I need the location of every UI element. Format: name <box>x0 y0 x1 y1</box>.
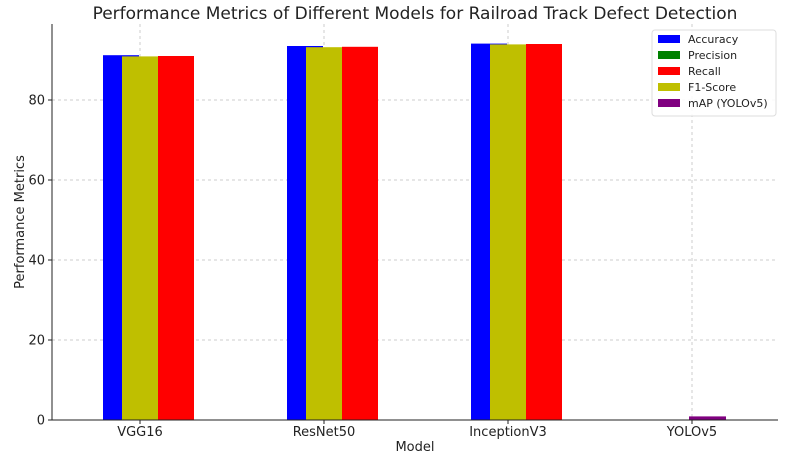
legend-label: Accuracy <box>688 33 739 46</box>
legend-label: Recall <box>688 65 721 78</box>
bar-f1-score-inceptionv3 <box>490 44 526 421</box>
y-ticks: 0 20 40 60 80 <box>28 94 52 429</box>
legend-label: F1-Score <box>688 81 736 94</box>
y-tick-label: 0 <box>37 414 45 429</box>
bars <box>103 43 726 421</box>
y-tick-label: 60 <box>28 174 45 189</box>
legend-swatch <box>658 83 680 91</box>
bar-map-yolov5-yolov5 <box>689 416 726 420</box>
y-tick-label: 40 <box>28 254 45 269</box>
x-tick-label: VGG16 <box>117 425 163 440</box>
legend-swatch <box>658 67 680 75</box>
bar-recall-vgg16 <box>158 56 194 420</box>
bar-f1-score-vgg16 <box>122 56 158 421</box>
y-tick-label: 20 <box>28 334 45 349</box>
legend: Accuracy Precision Recall F1-Score mAP (YOLO… <box>651 29 777 117</box>
legend-box <box>651 29 777 117</box>
axes <box>51 24 778 421</box>
legend-label: Precision <box>688 49 737 62</box>
x-ticks: VGG16 ResNet50 InceptionV3 YOLOv5 <box>117 420 717 440</box>
y-axis-title: Performance Metrics <box>13 155 28 289</box>
y-tick-label: 80 <box>28 94 45 109</box>
bar-recall-inceptionv3 <box>526 44 562 420</box>
x-tick-label: InceptionV3 <box>469 425 547 440</box>
bar-f1-score-resnet50 <box>306 47 342 420</box>
legend-swatch <box>658 99 680 107</box>
x-tick-label: ResNet50 <box>293 425 356 440</box>
x-axis-title: Model <box>395 440 434 455</box>
legend-label: mAP (YOLOv5) <box>688 97 768 110</box>
legend-swatch <box>658 35 680 43</box>
bar-recall-resnet50 <box>342 46 378 421</box>
chart-title: Performance Metrics of Different Models … <box>93 4 738 24</box>
legend-swatch <box>658 51 680 59</box>
x-tick-label: YOLOv5 <box>666 425 717 440</box>
